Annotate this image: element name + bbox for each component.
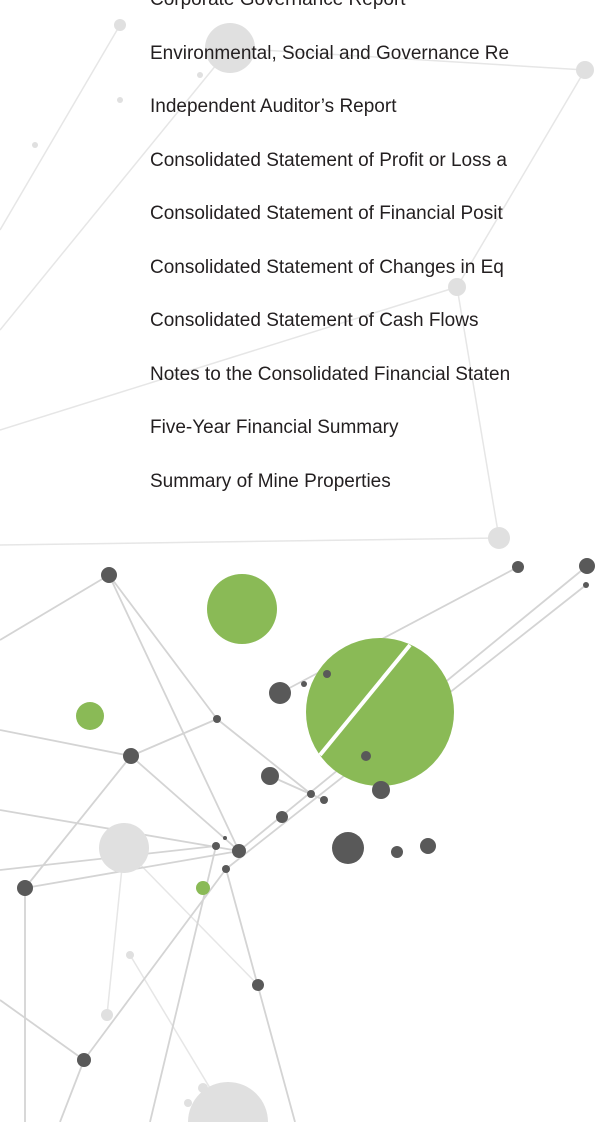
contents-item[interactable]: Corporate Governance Report <box>150 0 510 41</box>
contents-item[interactable]: Notes to the Consolidated Financial Stat… <box>150 363 511 385</box>
contents-item[interactable]: Consolidated Statement of Changes in Eq <box>150 256 504 278</box>
light-dots <box>32 19 594 1122</box>
contents-item[interactable]: Consolidated Statement of Profit or Loss… <box>150 149 507 171</box>
contents-item[interactable]: Consolidated Statement of Financial Posi… <box>150 203 503 224</box>
lines <box>0 565 588 1122</box>
contents-list: Corporate Governance ReportEnvironmental… <box>150 0 510 522</box>
contents-item[interactable]: Independent Auditor’s Report <box>150 96 397 117</box>
contents-item[interactable]: Summary of Mine Properties <box>150 470 391 492</box>
dark-dots <box>17 558 595 1067</box>
contents-item[interactable]: Five-Year Financial Summary <box>150 417 399 438</box>
contents-item[interactable]: Environmental, Social and Governance Re <box>150 42 510 64</box>
contents-item[interactable]: Consolidated Statement of Cash Flows <box>150 310 479 331</box>
